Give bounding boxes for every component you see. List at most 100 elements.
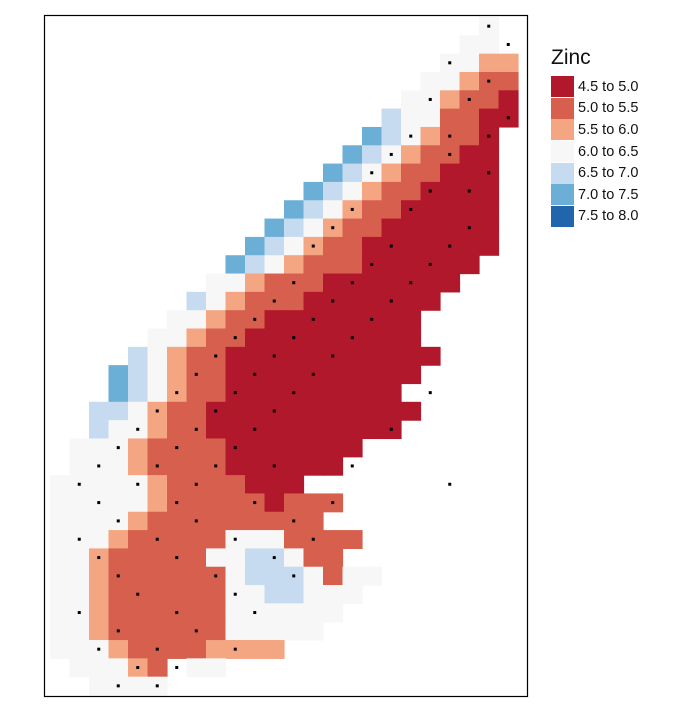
sample-point — [253, 427, 257, 431]
raster-cell — [186, 383, 207, 403]
raster-cell — [69, 585, 90, 604]
legend-label: 7.5 to 8.0 — [578, 208, 639, 225]
raster-cell — [284, 548, 305, 568]
raster-cell — [303, 401, 324, 421]
raster-cell — [108, 603, 129, 623]
raster-cell — [128, 365, 149, 385]
sample-point — [292, 519, 296, 523]
raster-cell — [303, 181, 324, 201]
sample-point — [175, 666, 179, 670]
raster-cell — [440, 108, 461, 128]
raster-cell — [225, 493, 246, 513]
raster-cell — [50, 603, 71, 623]
raster-cell — [147, 365, 168, 385]
raster-cell — [245, 346, 266, 366]
raster-cell — [128, 530, 149, 549]
raster-cell — [440, 181, 461, 201]
raster-cell — [459, 53, 480, 73]
sample-point — [487, 24, 491, 28]
sample-point — [370, 317, 374, 321]
raster-cell — [362, 291, 383, 311]
raster-cell — [264, 585, 285, 604]
sample-point — [311, 537, 315, 541]
sample-point — [331, 226, 335, 230]
raster-cell — [147, 548, 168, 568]
raster-cell — [440, 255, 461, 275]
sample-point — [253, 611, 257, 615]
raster-cell — [264, 511, 285, 531]
raster-cell — [186, 493, 207, 513]
raster-cell — [264, 236, 285, 256]
raster-cell — [89, 621, 110, 641]
raster-cell — [147, 420, 168, 440]
raster-cell — [147, 346, 168, 366]
raster-cell — [264, 603, 285, 623]
raster-cell — [323, 236, 344, 256]
raster-cell — [401, 163, 422, 183]
raster-cell — [50, 493, 71, 513]
sample-point — [292, 281, 296, 285]
legend-item: 5.0 to 5.5 — [551, 97, 681, 120]
raster-cell — [206, 640, 227, 659]
raster-cell — [206, 365, 227, 385]
sample-point — [272, 354, 276, 358]
raster-cell — [284, 585, 305, 604]
raster-cell — [264, 218, 285, 238]
raster-cell — [362, 365, 383, 385]
raster-cell — [108, 640, 129, 659]
raster-cell — [186, 438, 207, 458]
raster-cell — [50, 585, 71, 604]
raster-cell — [167, 346, 188, 366]
sample-point — [467, 189, 471, 193]
raster-cell — [362, 126, 383, 146]
raster-cell — [284, 456, 305, 476]
sample-point — [389, 244, 393, 248]
raster-cell — [108, 475, 129, 495]
raster-cell — [420, 145, 441, 165]
raster-cell — [284, 200, 305, 220]
raster-cell — [128, 456, 149, 476]
raster-cell — [206, 493, 227, 513]
raster-cell — [167, 328, 188, 348]
sample-point — [370, 171, 374, 175]
raster-cell — [108, 383, 129, 403]
raster-cell — [245, 585, 266, 604]
raster-cell — [420, 200, 441, 220]
raster-cell — [147, 328, 168, 348]
raster-cell — [440, 218, 461, 238]
raster-cell — [206, 420, 227, 440]
raster-cell — [362, 383, 383, 403]
raster-cell — [69, 438, 90, 458]
sample-point — [214, 574, 218, 578]
sample-point — [253, 372, 257, 376]
raster-cell — [206, 511, 227, 531]
raster-cell — [323, 200, 344, 220]
raster-cell — [147, 621, 168, 641]
raster-cell — [342, 218, 363, 238]
sample-point — [428, 189, 432, 193]
legend-label: 6.0 to 6.5 — [578, 143, 639, 160]
raster-cell — [50, 640, 71, 659]
raster-cell — [206, 530, 227, 549]
raster-cell — [284, 346, 305, 366]
sample-point — [194, 372, 198, 376]
raster-cell — [108, 548, 129, 568]
raster-cell — [50, 475, 71, 495]
raster-cell — [225, 548, 246, 568]
sample-point — [116, 519, 120, 523]
sample-point — [214, 409, 218, 413]
raster-cell — [381, 383, 402, 403]
sample-point — [97, 556, 101, 560]
raster-cell — [50, 566, 71, 586]
sample-point — [487, 171, 491, 175]
raster-cell — [89, 420, 110, 440]
sample-point — [272, 556, 276, 560]
raster-cell — [323, 420, 344, 440]
raster-cell — [225, 310, 246, 330]
raster-cell — [245, 328, 266, 348]
sample-point — [389, 299, 393, 303]
legend-swatch — [551, 162, 574, 184]
sample-point — [272, 464, 276, 468]
raster-cell — [128, 493, 149, 513]
raster-cell — [459, 108, 480, 128]
